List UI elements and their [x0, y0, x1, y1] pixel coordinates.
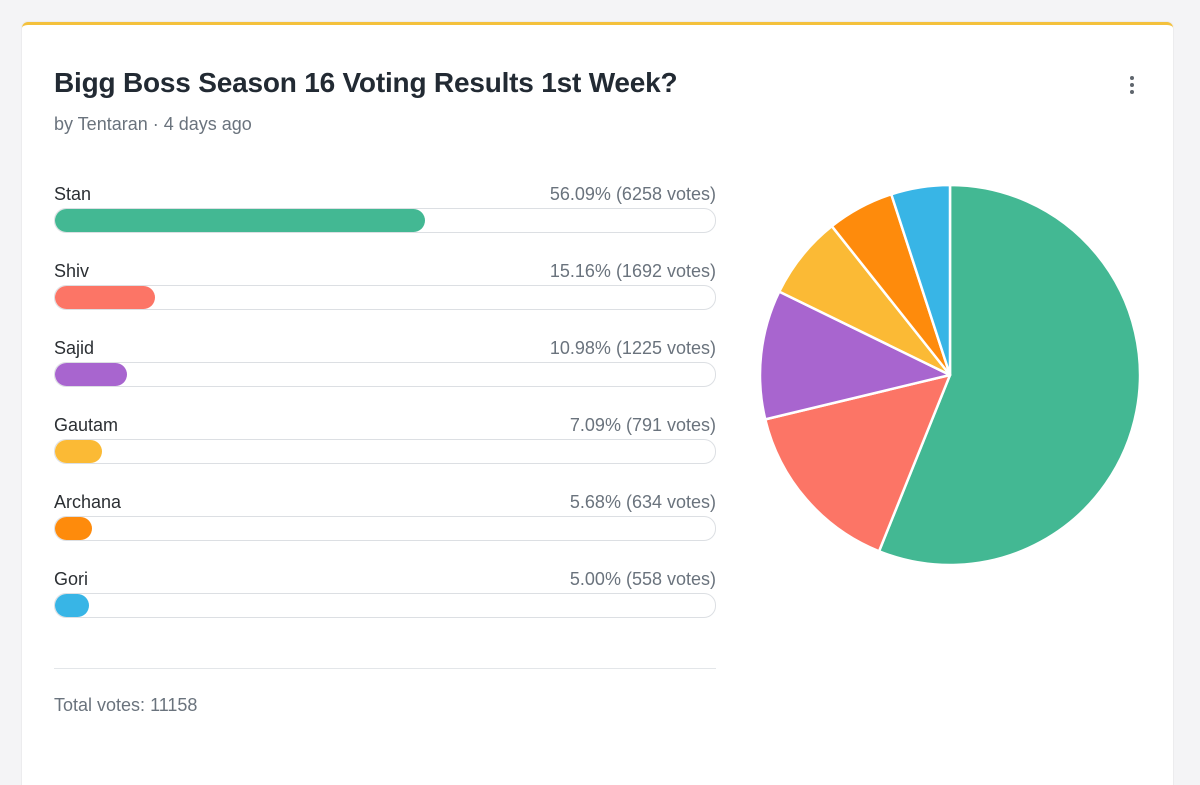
- progress-fill: [55, 440, 102, 463]
- progress-track: [54, 593, 716, 618]
- progress-track: [54, 285, 716, 310]
- pie-slice-stan[interactable]: [877, 183, 1142, 567]
- option-stat: 56.09% (6258 votes): [549, 184, 716, 204]
- poll-option-gautam[interactable]: Gautam 7.09% (791 votes): [54, 415, 716, 479]
- option-stat: 15.16% (1692 votes): [549, 261, 716, 281]
- progress-fill: [55, 286, 156, 309]
- option-label: Shiv: [54, 261, 90, 281]
- menu-dot: [1130, 83, 1134, 87]
- option-label: Gautam: [54, 415, 119, 435]
- option-label: Sajid: [54, 338, 95, 358]
- option-stat: 5.00% (558 votes): [569, 569, 716, 589]
- poll-title: Bigg Boss Season 16 Voting Results 1st W…: [54, 67, 678, 98]
- total-votes-label: Total votes:: [54, 695, 146, 715]
- poll-option-stan[interactable]: Stan 56.09% (6258 votes): [54, 184, 716, 248]
- progress-fill: [55, 594, 89, 617]
- option-label: Stan: [54, 184, 92, 204]
- more-vertical-icon[interactable]: [1116, 69, 1148, 101]
- menu-dot: [1130, 90, 1134, 94]
- poll-option-shiv[interactable]: Shiv 15.16% (1692 votes): [54, 261, 716, 325]
- progress-fill: [55, 517, 93, 540]
- total-votes: Total votes: 11158: [54, 695, 197, 716]
- option-label: Archana: [54, 492, 122, 512]
- progress-track: [54, 208, 716, 233]
- poll-option-gori[interactable]: Gori 5.00% (558 votes): [54, 569, 716, 633]
- poll-option-archana[interactable]: Archana 5.68% (634 votes): [54, 492, 716, 556]
- total-votes-value: 11158: [150, 695, 198, 715]
- option-stat: 5.68% (634 votes): [569, 492, 716, 512]
- poll-meta: by Tentaran · 4 days ago: [54, 114, 252, 134]
- option-stat: 10.98% (1225 votes): [549, 338, 716, 358]
- poll-option-sajid[interactable]: Sajid 10.98% (1225 votes): [54, 338, 716, 402]
- option-label: Gori: [54, 569, 89, 589]
- progress-fill: [55, 363, 128, 386]
- divider: [54, 668, 716, 669]
- menu-dot: [1130, 76, 1134, 80]
- pie-slice-gori[interactable]: [890, 183, 952, 377]
- poll-card: Bigg Boss Season 16 Voting Results 1st W…: [22, 22, 1173, 785]
- pie-slice-shiv[interactable]: [763, 373, 952, 553]
- results-pie-chart: [758, 183, 1142, 567]
- progress-track: [54, 439, 716, 464]
- pie-slice-sajid[interactable]: [758, 290, 952, 421]
- option-stat: 7.09% (791 votes): [569, 415, 716, 435]
- progress-track: [54, 362, 716, 387]
- progress-fill: [55, 209, 426, 232]
- progress-track: [54, 516, 716, 541]
